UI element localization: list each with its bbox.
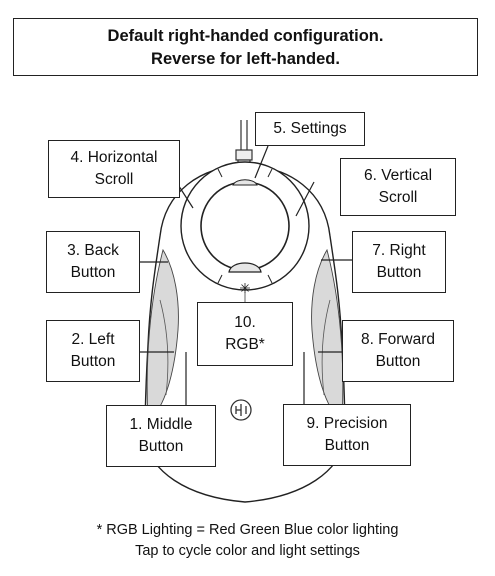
settings-label: 5. Settings [255,112,365,146]
trackball [200,181,290,271]
rgb-button [228,262,262,273]
rgb-footnote-line-1: * RGB Lighting = Red Green Blue color li… [96,522,399,538]
forward-button-label: 8. Forward Button [342,320,454,382]
rgb-footnote-line-2: Tap to cycle color and light settings [135,543,360,559]
configuration-note-box: Default right-handed configuration. Reve… [13,18,478,76]
horizontal-scroll-label: 4. Horizontal Scroll [48,140,180,198]
rgb-footnote: * RGB Lighting = Red Green Blue color li… [0,520,495,562]
left-button-label: 2. Left Button [46,320,140,382]
right-side-grip [311,248,344,421]
left-side-grip [146,248,179,421]
rgb-label: 10. RGB* [197,302,293,366]
configuration-note-line-1: Default right-handed configuration. [107,27,384,45]
rgb-light-icon [240,283,250,293]
brand-logo-icon [230,399,252,421]
vertical-scroll-label: 6. Vertical Scroll [340,158,456,216]
configuration-note-line-2: Reverse for left-handed. [151,50,340,68]
middle-button-label: 1. Middle Button [106,405,216,467]
precision-button-label: 9. Precision Button [283,404,411,466]
settings-button [232,179,258,186]
scroll-ring-notches [217,168,273,284]
back-button-label: 3. Back Button [46,231,140,293]
right-button-label: 7. Right Button [352,231,446,293]
